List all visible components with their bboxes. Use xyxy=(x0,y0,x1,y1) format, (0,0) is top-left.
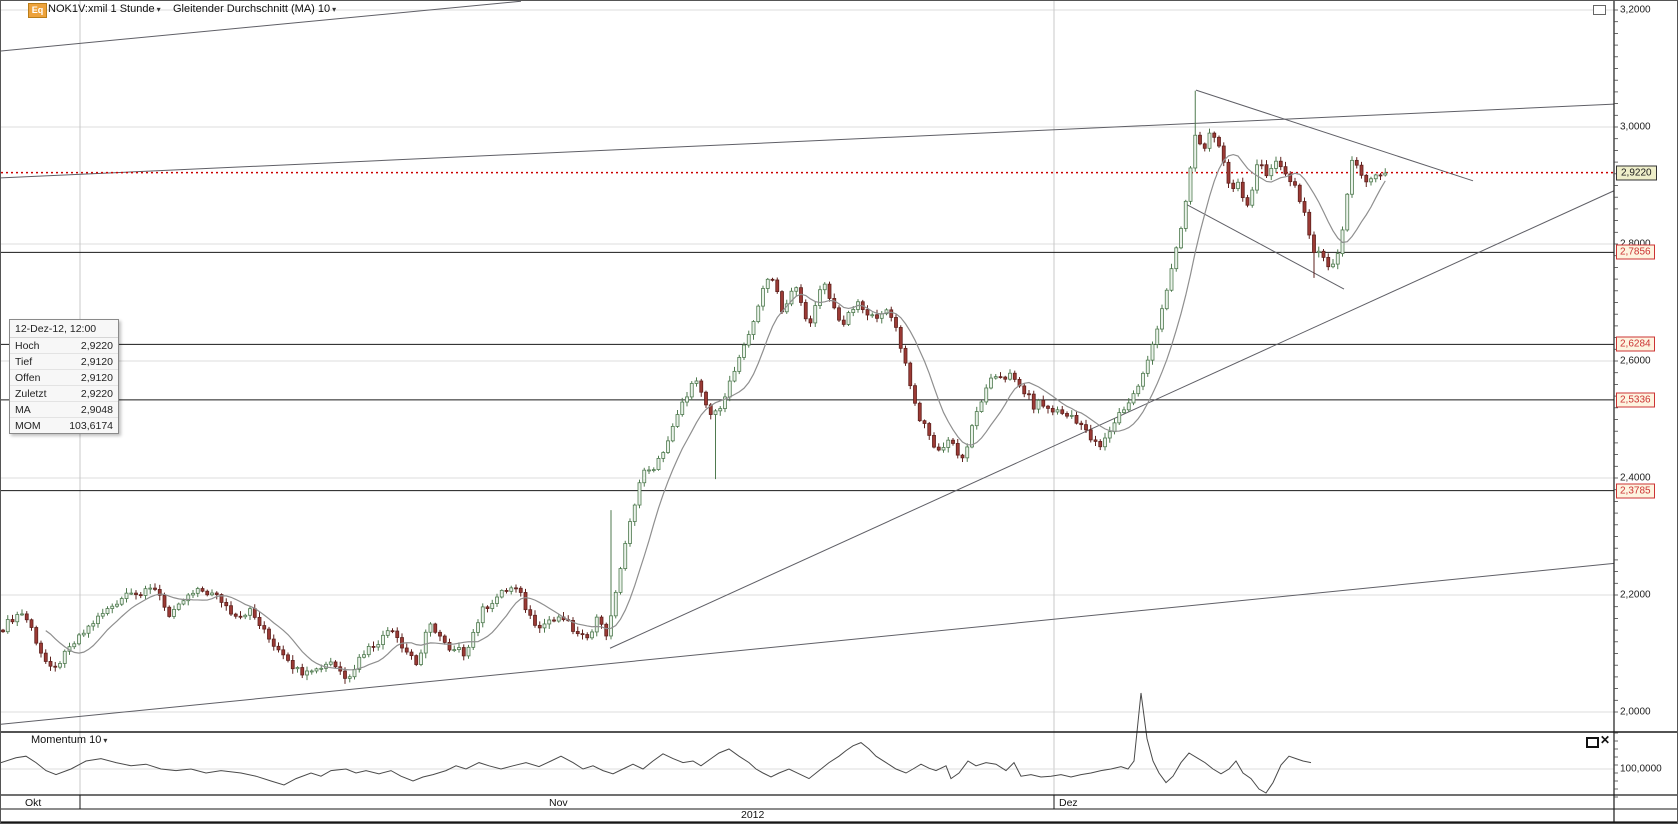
tooltip-row-value: 2,9220 xyxy=(80,340,113,352)
restore-window-icon[interactable] xyxy=(1593,5,1606,15)
tooltip-row-value: 2,9220 xyxy=(80,388,113,400)
tooltip-row: Hoch 2,9220 xyxy=(10,338,118,354)
tooltip-row-label: MOM xyxy=(15,420,41,432)
momentum-close-icon[interactable]: ✕ xyxy=(1600,733,1611,747)
tooltip-row: Tief 2,9120 xyxy=(10,354,118,370)
price-axis-tick-label: 3,2000 xyxy=(1620,4,1651,16)
tooltip-row-label: Hoch xyxy=(15,340,40,352)
year-label: 2012 xyxy=(741,809,765,821)
moving-average-line xyxy=(45,153,1386,671)
symbol-interval-label: NOK1V:xmil 1 Stunde xyxy=(48,3,155,15)
trendline-top_left xyxy=(1,1,522,52)
tooltip-row: MOM 103,6174 xyxy=(10,418,118,433)
trendline-wedge_lower xyxy=(1185,203,1345,290)
ohlc-tooltip: 12-Dez-12, 12:00 Hoch 2,9220 Tief 2,9120 Off… xyxy=(9,319,119,434)
tooltip-row-label: Offen xyxy=(15,372,41,384)
momentum-label: Momentum 10 xyxy=(31,734,102,746)
indicator-label: Gleitender Durchschnitt (MA) 10 xyxy=(173,3,331,15)
tooltip-row-label: MA xyxy=(15,404,31,416)
tooltip-row: Zuletzt 2,9220 xyxy=(10,386,118,402)
tooltip-row: MA 2,9048 xyxy=(10,402,118,418)
equity-type-badge: Eq xyxy=(28,3,47,18)
momentum-indicator-selector[interactable]: Momentum 10 ▾ xyxy=(31,734,107,746)
price-axis-tick-label: 3,0000 xyxy=(1620,121,1651,133)
support-resistance-price-label: 2,7856 xyxy=(1616,244,1655,260)
indicator-selector[interactable]: Gleitender Durchschnitt (MA) 10 ▾ xyxy=(173,3,336,15)
month-label: Okt xyxy=(25,797,42,809)
support-resistance-price-label: 2,5336 xyxy=(1616,392,1655,408)
price-axis-tick-label: 2,6000 xyxy=(1620,355,1651,367)
momentum-restore-icon[interactable] xyxy=(1586,737,1599,748)
tooltip-date: 12-Dez-12, 12:00 xyxy=(10,320,118,338)
chevron-down-icon: ▾ xyxy=(332,5,337,14)
tooltip-row-label: Zuletzt xyxy=(15,388,47,400)
momentum-line xyxy=(1,692,1312,794)
momentum-axis-tick-label: 100,0000 xyxy=(1620,763,1662,775)
tooltip-row-value: 2,9120 xyxy=(80,356,113,368)
chevron-down-icon: ▾ xyxy=(103,736,108,745)
tooltip-row: Offen 2,9120 xyxy=(10,370,118,386)
tooltip-row-value: 103,6174 xyxy=(69,420,113,432)
symbol-interval-selector[interactable]: NOK1V:xmil 1 Stunde ▾ xyxy=(48,3,161,15)
price-axis-tick-label: 2,0000 xyxy=(1620,706,1651,718)
month-label: Nov xyxy=(549,797,568,809)
trendline-support_flat xyxy=(1,562,1615,725)
trendline-support_steep xyxy=(609,190,1615,649)
price-axis-tick-label: 2,4000 xyxy=(1620,472,1651,484)
support-resistance-price-label: 2,6284 xyxy=(1616,336,1655,352)
price-axis-tick-label: 2,8000 xyxy=(1620,239,1651,250)
trendline-wedge_upper xyxy=(1195,89,1474,182)
tooltip-row-label: Tief xyxy=(15,356,33,368)
trendline-upper_long xyxy=(1,103,1615,179)
tooltip-row-value: 2,9048 xyxy=(80,404,113,416)
tooltip-row-value: 2,9120 xyxy=(80,372,113,384)
window-bottom-border xyxy=(1,822,1677,823)
chevron-down-icon: ▾ xyxy=(156,5,161,14)
month-label: Dez xyxy=(1059,797,1078,809)
toolbar: Eq NOK1V:xmil 1 Stunde ▾ Gleitender Durch… xyxy=(1,1,1677,19)
last-price-label: 2,9220 xyxy=(1616,165,1657,181)
support-resistance-price-label: 2,3785 xyxy=(1616,483,1655,499)
price-axis-tick-label: 2,2000 xyxy=(1620,589,1651,601)
